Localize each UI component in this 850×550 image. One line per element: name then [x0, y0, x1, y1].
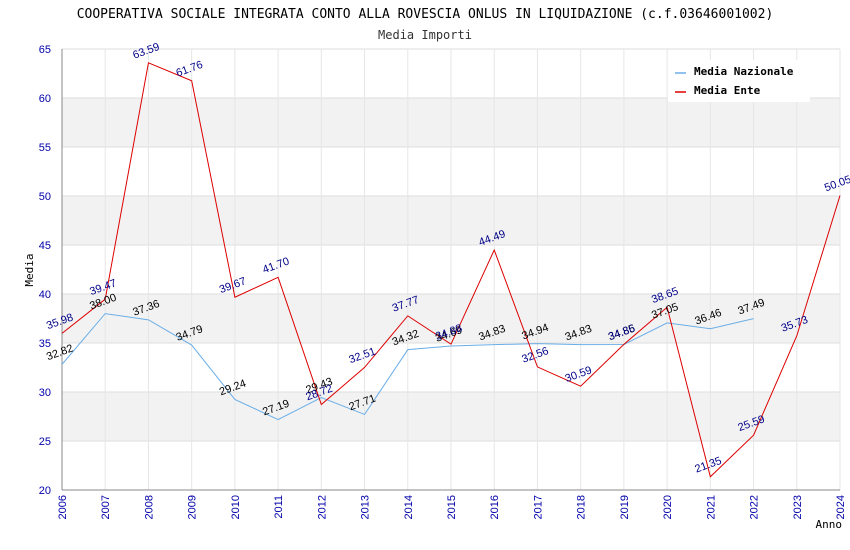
x-tick-label: 2009 [187, 495, 199, 519]
y-tick-label: 50 [39, 191, 51, 203]
legend: Media Nazionale Media Ente [668, 60, 810, 102]
data-label: 32.51 [347, 346, 377, 367]
y-tick-label: 20 [39, 485, 51, 497]
x-tick-label: 2014 [403, 495, 415, 519]
x-tick-label: 2011 [273, 495, 285, 519]
x-tick-label: 2010 [230, 495, 242, 519]
y-tick-label: 65 [39, 44, 51, 56]
x-tick-label: 2016 [489, 495, 501, 519]
x-tick-label: 2017 [532, 495, 544, 519]
series-lines [61, 62, 841, 478]
data-label: 61.76 [175, 59, 205, 80]
data-label: 21.35 [693, 455, 723, 476]
x-tick-label: 2007 [100, 495, 112, 519]
y-tick-labels: 20 25 30 35 40 45 50 55 60 65 [39, 44, 51, 497]
y-tick-label: 40 [39, 289, 51, 301]
data-label: 50.05 [823, 174, 850, 195]
legend-label-media-ente: Media Ente [694, 84, 761, 97]
data-label: 41.70 [261, 255, 291, 276]
y-tick-label: 35 [39, 338, 51, 350]
legend-box [668, 60, 810, 102]
y-tick-label: 30 [39, 387, 51, 399]
x-tick-label: 2018 [576, 495, 588, 519]
series-line-media-nazionale [61, 313, 754, 421]
data-label: 30.59 [564, 364, 594, 385]
x-tick-label: 2022 [749, 495, 761, 519]
x-tick-label: 2015 [446, 495, 458, 519]
y-tick-label: 25 [39, 436, 51, 448]
chart-subtitle: Media Importi [378, 28, 472, 42]
x-tick-label: 2020 [662, 495, 674, 519]
y-tick-label: 45 [39, 240, 51, 252]
x-tick-label: 2008 [143, 495, 155, 519]
chart-title: COOPERATIVA SOCIALE INTEGRATA CONTO ALLA… [77, 7, 774, 22]
x-tick-label: 2019 [619, 495, 631, 519]
x-tick-label: 2023 [792, 495, 804, 519]
y-tick-label: 60 [39, 93, 51, 105]
x-tick-labels: 2006 2007 2008 2009 2010 2011 2012 2013 2014 2015… [57, 495, 847, 519]
y-tick-label: 55 [39, 142, 51, 154]
series-line-media-ente [61, 62, 841, 478]
x-tick-label: 2021 [705, 495, 717, 519]
x-tick-label: 2006 [57, 495, 69, 519]
data-label: 63.59 [131, 41, 161, 62]
x-tick-label: 2013 [360, 495, 372, 519]
x-axis-label: Anno [816, 518, 843, 531]
legend-label-media-nazionale: Media Nazionale [694, 65, 794, 78]
y-axis-label: Media [23, 253, 36, 286]
x-tick-label: 2012 [316, 495, 328, 519]
axes [61, 49, 840, 491]
x-tick-label: 2024 [835, 495, 847, 519]
